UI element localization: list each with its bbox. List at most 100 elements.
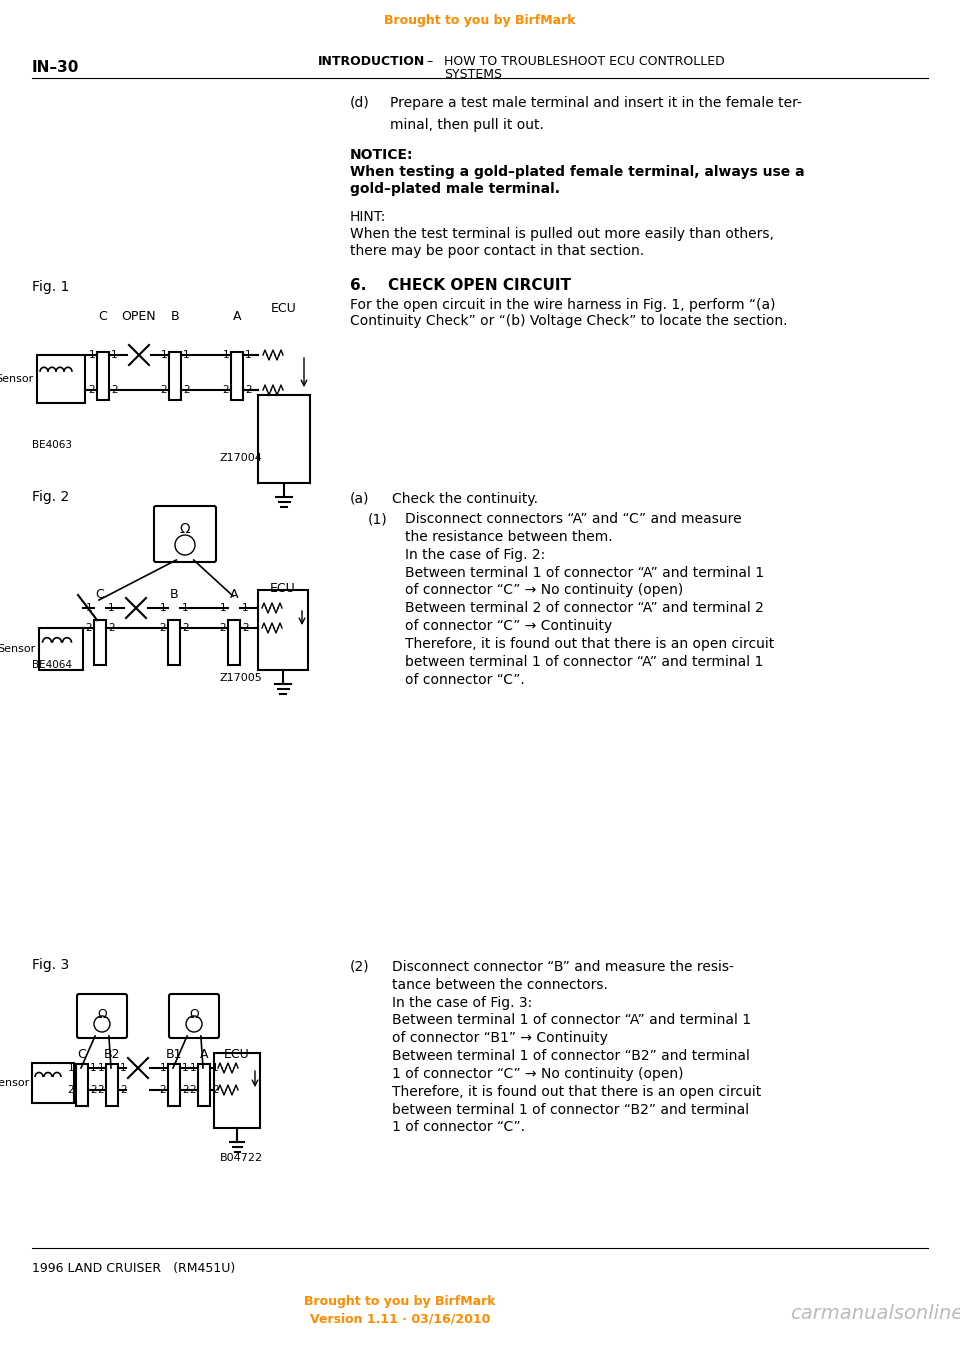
Bar (32, 1063, 74, 1103)
Circle shape (186, 1016, 202, 1032)
Bar (169, 352, 181, 401)
Text: Z17004: Z17004 (220, 454, 263, 463)
Text: 1: 1 (159, 1063, 166, 1073)
Bar (168, 621, 180, 665)
Bar (258, 589, 308, 669)
Text: 1: 1 (212, 1063, 219, 1073)
Text: Prepare a test male terminal and insert it in the female ter-: Prepare a test male terminal and insert … (390, 96, 802, 110)
Text: BE4063: BE4063 (32, 440, 72, 449)
Text: NOTICE:: NOTICE: (350, 148, 414, 162)
Text: SYSTEMS: SYSTEMS (444, 68, 502, 81)
Circle shape (175, 535, 195, 555)
Text: minal, then pull it out.: minal, then pull it out. (390, 118, 544, 132)
Text: C: C (78, 1048, 86, 1061)
Text: 1: 1 (85, 603, 92, 612)
Text: there may be poor contact in that section.: there may be poor contact in that sectio… (350, 244, 644, 258)
Text: 6.: 6. (350, 278, 367, 293)
Text: A: A (229, 588, 238, 602)
Text: 2: 2 (220, 623, 226, 633)
Bar (37, 354, 85, 403)
Text: In the case of Fig. 3:: In the case of Fig. 3: (392, 995, 532, 1009)
Text: CHECK OPEN CIRCUIT: CHECK OPEN CIRCUIT (388, 278, 571, 293)
Bar (97, 352, 109, 401)
Text: 2: 2 (67, 1085, 74, 1095)
Text: 1: 1 (245, 350, 252, 360)
Text: 1: 1 (159, 603, 166, 612)
Text: 1: 1 (223, 350, 229, 360)
Text: 2: 2 (90, 1085, 97, 1095)
Text: 2: 2 (85, 623, 92, 633)
Text: 1: 1 (242, 603, 249, 612)
Text: HOW TO TROUBLESHOOT ECU CONTROLLED: HOW TO TROUBLESHOOT ECU CONTROLLED (444, 56, 725, 68)
Text: 1 of connector “C” → No continuity (open): 1 of connector “C” → No continuity (open… (392, 1067, 684, 1081)
Text: 1: 1 (97, 1063, 104, 1073)
Text: B1: B1 (166, 1048, 182, 1061)
Text: 2: 2 (159, 623, 166, 633)
Text: Between terminal 1 of connector “A” and terminal 1: Between terminal 1 of connector “A” and … (392, 1013, 751, 1028)
Text: 2: 2 (160, 386, 167, 395)
Text: INTRODUCTION: INTRODUCTION (318, 56, 425, 68)
Text: Check the continuity.: Check the continuity. (392, 492, 538, 507)
Text: carmanualsonline.info: carmanualsonline.info (790, 1304, 960, 1323)
Text: ECU: ECU (224, 1048, 250, 1061)
Text: 1: 1 (111, 350, 118, 360)
Text: 1: 1 (90, 1063, 97, 1073)
Text: Ω: Ω (189, 1008, 199, 1021)
Text: 1 of connector “C”.: 1 of connector “C”. (392, 1120, 525, 1134)
Text: Ω: Ω (180, 521, 190, 536)
Text: Sensor: Sensor (0, 373, 34, 384)
Text: Brought to you by BirfMark: Brought to you by BirfMark (304, 1296, 495, 1308)
Text: 2: 2 (159, 1085, 166, 1095)
Text: 2: 2 (223, 386, 229, 395)
Text: Sensor: Sensor (0, 644, 36, 655)
Text: 2: 2 (108, 623, 114, 633)
Text: Between terminal 1 of connector “B2” and terminal: Between terminal 1 of connector “B2” and… (392, 1050, 750, 1063)
Text: A: A (232, 310, 241, 323)
Text: Sensor: Sensor (0, 1078, 29, 1088)
Text: (1): (1) (368, 512, 388, 526)
Text: ECU: ECU (270, 583, 296, 595)
Text: Disconnect connectors “A” and “C” and measure: Disconnect connectors “A” and “C” and me… (405, 512, 742, 526)
Text: of connector “B1” → Continuity: of connector “B1” → Continuity (392, 1031, 608, 1046)
Text: 2: 2 (242, 623, 249, 633)
Text: Therefore, it is found out that there is an open circuit: Therefore, it is found out that there is… (392, 1085, 761, 1099)
Text: HINT:: HINT: (350, 210, 386, 224)
Bar (198, 1065, 210, 1105)
Circle shape (94, 1016, 110, 1032)
Text: Therefore, it is found out that there is an open circuit: Therefore, it is found out that there is… (405, 637, 775, 650)
Text: 2: 2 (182, 623, 188, 633)
Bar (228, 621, 240, 665)
Text: 1996 LAND CRUISER   (RM451U): 1996 LAND CRUISER (RM451U) (32, 1262, 235, 1275)
Text: between terminal 1 of connector “B2” and terminal: between terminal 1 of connector “B2” and… (392, 1103, 749, 1116)
Bar (94, 621, 106, 665)
Text: B2: B2 (104, 1048, 120, 1061)
Text: Version 1.11 · 03/16/2010: Version 1.11 · 03/16/2010 (310, 1313, 491, 1325)
Text: B: B (171, 310, 180, 323)
Bar (106, 1065, 118, 1105)
Text: Between terminal 2 of connector “A” and terminal 2: Between terminal 2 of connector “A” and … (405, 602, 764, 615)
Text: (d): (d) (350, 96, 370, 110)
Text: OPEN: OPEN (122, 310, 156, 323)
Text: Fig. 1: Fig. 1 (32, 280, 69, 293)
Text: When testing a gold–plated female terminal, always use a: When testing a gold–plated female termin… (350, 166, 804, 179)
Text: C: C (96, 588, 105, 602)
Text: B: B (170, 588, 179, 602)
Bar (258, 395, 310, 483)
Text: Fig. 2: Fig. 2 (32, 490, 69, 504)
Bar (168, 1065, 180, 1105)
Text: 2: 2 (182, 1085, 188, 1095)
Text: 2: 2 (88, 386, 95, 395)
Text: A: A (200, 1048, 208, 1061)
Text: Ω: Ω (97, 1008, 107, 1021)
Text: (a): (a) (350, 492, 370, 507)
Text: When the test terminal is pulled out more easily than others,: When the test terminal is pulled out mor… (350, 227, 774, 242)
Text: BE4064: BE4064 (32, 660, 72, 669)
Text: 1: 1 (182, 603, 188, 612)
Text: In the case of Fig. 2:: In the case of Fig. 2: (405, 547, 545, 562)
Text: the resistance between them.: the resistance between them. (405, 530, 612, 545)
Text: 1: 1 (160, 350, 167, 360)
Text: Disconnect connector “B” and measure the resis-: Disconnect connector “B” and measure the… (392, 960, 733, 974)
Text: Brought to you by BirfMark: Brought to you by BirfMark (384, 14, 576, 27)
Bar (76, 1065, 88, 1105)
Text: 2: 2 (189, 1085, 196, 1095)
